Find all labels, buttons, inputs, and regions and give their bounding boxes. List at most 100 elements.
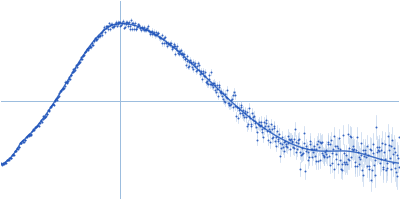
Point (350, 149, 356, 152)
Point (261, 121, 267, 124)
Point (78, 58, 84, 61)
Point (71, 68, 78, 71)
Point (212, 83, 218, 87)
Point (166, 43, 172, 46)
Point (140, 26, 147, 29)
Point (232, 94, 238, 97)
Point (358, 153, 364, 156)
Point (104, 25, 110, 28)
Point (163, 40, 169, 44)
Point (282, 139, 288, 142)
Point (3, 161, 9, 165)
Point (18, 141, 24, 145)
Point (263, 118, 269, 122)
Point (67, 77, 73, 80)
Point (374, 146, 380, 149)
Point (182, 57, 189, 61)
Point (36, 121, 42, 124)
Point (259, 130, 265, 133)
Point (288, 140, 295, 143)
Point (159, 34, 166, 37)
Point (116, 25, 123, 28)
Point (352, 164, 359, 168)
Point (102, 31, 108, 34)
Point (176, 52, 183, 55)
Point (87, 44, 93, 47)
Point (178, 52, 184, 55)
Point (307, 139, 314, 142)
Point (34, 124, 40, 127)
Point (284, 134, 291, 137)
Point (23, 135, 29, 138)
Point (71, 69, 77, 73)
Point (111, 24, 118, 28)
Point (149, 33, 156, 36)
Point (32, 125, 38, 129)
Point (26, 133, 32, 136)
Point (53, 97, 59, 101)
Point (233, 105, 240, 108)
Point (268, 123, 274, 126)
Point (360, 174, 366, 177)
Point (178, 48, 185, 52)
Point (382, 142, 388, 146)
Point (308, 148, 314, 151)
Point (54, 98, 60, 101)
Point (273, 135, 280, 138)
Point (86, 46, 92, 49)
Point (131, 27, 138, 31)
Point (319, 141, 326, 144)
Point (285, 142, 292, 145)
Point (303, 145, 310, 148)
Point (122, 25, 128, 28)
Point (80, 54, 86, 57)
Point (283, 142, 290, 146)
Point (170, 44, 177, 47)
Point (56, 94, 62, 97)
Point (327, 143, 334, 146)
Point (306, 156, 312, 159)
Point (383, 168, 389, 172)
Point (224, 96, 230, 99)
Point (296, 137, 302, 140)
Point (381, 150, 387, 153)
Point (277, 141, 284, 144)
Point (284, 145, 290, 148)
Point (112, 23, 119, 26)
Point (202, 75, 208, 78)
Point (156, 37, 163, 40)
Point (97, 35, 104, 38)
Point (128, 27, 135, 30)
Point (366, 168, 373, 171)
Point (245, 123, 251, 126)
Point (388, 145, 394, 148)
Point (176, 49, 182, 53)
Point (218, 90, 224, 93)
Point (322, 153, 329, 156)
Point (83, 49, 89, 53)
Point (354, 164, 360, 167)
Point (287, 147, 294, 151)
Point (263, 122, 270, 125)
Point (8, 156, 14, 159)
Point (345, 157, 351, 161)
Point (269, 128, 276, 131)
Point (316, 146, 322, 149)
Point (66, 76, 72, 79)
Point (41, 116, 47, 119)
Point (168, 41, 174, 44)
Point (14, 147, 21, 150)
Point (68, 74, 74, 77)
Point (316, 158, 323, 161)
Point (9, 154, 15, 157)
Point (91, 40, 98, 43)
Point (128, 18, 134, 22)
Point (134, 25, 140, 28)
Point (6, 158, 12, 161)
Point (79, 57, 85, 60)
Point (336, 136, 342, 139)
Point (216, 83, 222, 87)
Point (60, 86, 66, 90)
Point (58, 89, 64, 92)
Point (132, 27, 139, 31)
